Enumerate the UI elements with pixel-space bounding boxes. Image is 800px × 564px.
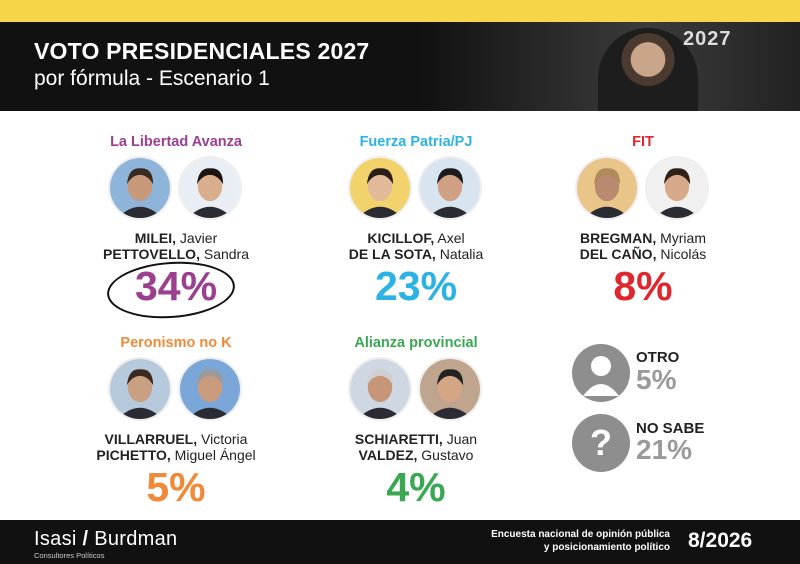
header-photo-year: 2027 xyxy=(683,28,732,50)
candidate-avatar xyxy=(178,357,242,421)
candidate-surname: PETTOVELLO, xyxy=(102,246,200,262)
other-option-label: OTRO xyxy=(636,349,680,366)
vote-percentage: 34% xyxy=(134,263,218,309)
vote-percentage: 4% xyxy=(386,464,446,510)
candidate-firstname: Victoria xyxy=(197,431,248,447)
footer-bar: Isasi / Burdman Consultores Políticos En… xyxy=(0,520,800,564)
brand-right: Burdman xyxy=(94,528,178,550)
candidate-firstname: Myriam xyxy=(656,230,706,246)
candidate-surname: DEL CAÑO, xyxy=(579,246,657,262)
party-label: Alianza provincial xyxy=(354,335,478,351)
candidate-names: KICILLOF, Axel DE LA SOTA, Natalia xyxy=(306,230,526,262)
page-subtitle: por fórmula - Escenario 1 xyxy=(34,67,270,90)
candidate-avatar xyxy=(575,156,639,220)
vote-percentage: 8% xyxy=(613,263,673,309)
candidate-surname: SCHIARETTI, xyxy=(354,431,443,447)
candidate-surname: PICHETTO, xyxy=(96,447,171,463)
header-banner: 2027 xyxy=(0,22,800,111)
candidate-avatar xyxy=(178,156,242,220)
svg-text:?: ? xyxy=(590,422,612,463)
candidate-line: MILEI, Javier xyxy=(66,230,286,246)
candidate-avatar xyxy=(418,357,482,421)
candidate-line: VILLARRUEL, Victoria xyxy=(66,431,286,447)
candidate-avatar xyxy=(108,357,172,421)
survey-line-2: y posicionamiento político xyxy=(543,542,670,553)
candidate-names: BREGMAN, Myriam DEL CAÑO, Nicolás xyxy=(533,230,753,262)
candidate-surname: BREGMAN, xyxy=(579,230,657,246)
candidate-avatar xyxy=(645,156,709,220)
other-option-percentage: 21% xyxy=(636,434,693,465)
question-icon: ? xyxy=(572,414,630,472)
survey-date: 8/2026 xyxy=(688,529,753,552)
candidate-line: KICILLOF, Axel xyxy=(306,230,526,246)
candidate-line: PICHETTO, Miguel Ángel xyxy=(66,447,286,463)
other-option-label: NO SABE xyxy=(636,420,705,437)
candidate-avatar xyxy=(348,156,412,220)
other-option-percentage: 5% xyxy=(636,364,677,395)
candidate-line: SCHIARETTI, Juan xyxy=(306,431,526,447)
header-portrait-image xyxy=(598,28,698,111)
brand-left: Isasi xyxy=(34,528,77,550)
brand-separator: / xyxy=(82,528,89,550)
candidate-line: BREGMAN, Myriam xyxy=(533,230,753,246)
candidate-firstname: Miguel Ángel xyxy=(170,447,256,463)
candidate-line: VALDEZ, Gustavo xyxy=(306,447,526,463)
candidate-surname: KICILLOF, xyxy=(367,230,435,246)
candidate-firstname: Nicolás xyxy=(656,246,707,262)
candidate-firstname: Javier xyxy=(176,230,218,246)
top-accent-bar xyxy=(0,0,800,22)
page-title: VOTO PRESIDENCIALES 2027 xyxy=(34,38,370,64)
survey-line-1: Encuesta nacional de opinión pública xyxy=(491,529,670,540)
candidate-line: PETTOVELLO, Sandra xyxy=(66,246,286,262)
brand-logo: Isasi / Burdman xyxy=(34,528,177,551)
candidate-firstname: Gustavo xyxy=(417,447,474,463)
vote-percentage: 23% xyxy=(374,263,458,309)
party-label: FIT xyxy=(632,134,654,150)
party-label: Peronismo no K xyxy=(120,335,232,351)
candidate-firstname: Sandra xyxy=(199,246,250,262)
brand-subtitle: Consultores Políticos xyxy=(34,551,105,560)
candidate-firstname: Natalia xyxy=(435,246,484,262)
survey-description: Encuesta nacional de opinión pública y p… xyxy=(460,528,670,554)
candidate-surname: VILLARRUEL, xyxy=(104,431,198,447)
candidate-firstname: Axel xyxy=(434,230,465,246)
candidate-names: SCHIARETTI, Juan VALDEZ, Gustavo xyxy=(306,431,526,463)
candidate-avatar xyxy=(418,156,482,220)
candidate-surname: DE LA SOTA, xyxy=(348,246,436,262)
candidate-line: DEL CAÑO, Nicolás xyxy=(533,246,753,262)
candidate-surname: VALDEZ, xyxy=(358,447,418,463)
candidate-surname: MILEI, xyxy=(134,230,176,246)
candidate-avatar xyxy=(108,156,172,220)
candidate-line: DE LA SOTA, Natalia xyxy=(306,246,526,262)
party-label: Fuerza Patria/PJ xyxy=(359,134,473,150)
vote-percentage: 5% xyxy=(146,464,206,510)
candidate-firstname: Juan xyxy=(442,431,478,447)
candidate-names: VILLARRUEL, Victoria PICHETTO, Miguel Áng… xyxy=(66,431,286,463)
person-icon xyxy=(572,344,630,402)
party-label: La Libertad Avanza xyxy=(110,134,242,150)
candidate-names: MILEI, Javier PETTOVELLO, Sandra xyxy=(66,230,286,262)
candidate-avatar xyxy=(348,357,412,421)
